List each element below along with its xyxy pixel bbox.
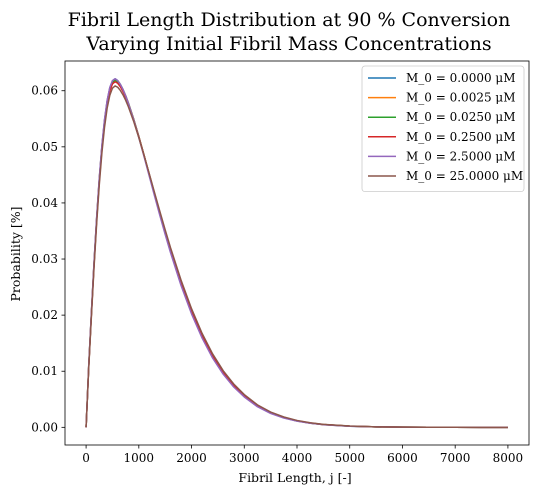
y-tick-label: 0.06	[31, 84, 58, 98]
y-tick-label: 0.00	[31, 420, 58, 434]
x-tick-label: 8000	[493, 451, 524, 465]
x-tick-label: 5000	[334, 451, 365, 465]
y-axis-label: Probability [%]	[8, 206, 23, 301]
x-axis-label: Fibril Length, j [-]	[238, 470, 351, 485]
x-tick-label: 6000	[387, 451, 418, 465]
legend-entry: M_0 = 0.0250 μM	[406, 110, 516, 124]
legend-entry: M_0 = 0.0000 μM	[406, 71, 516, 85]
chart-title-line-1: Fibril Length Distribution at 90 % Conve…	[68, 9, 511, 31]
x-tick-label: 0	[82, 451, 90, 465]
legend-entry: M_0 = 0.0025 μM	[406, 91, 516, 105]
axis-ticks: 0 1000 2000 3000 4000 5000 6000 7000 8000 0.00 0.0…	[31, 84, 523, 465]
x-tick-label: 4000	[282, 451, 313, 465]
legend-entry: M_0 = 25.0000 μM	[406, 169, 523, 183]
y-tick-label: 0.05	[31, 140, 58, 154]
series-line-5	[85, 85, 508, 429]
legend-box	[361, 65, 525, 192]
legend-entry: M_0 = 2.5000 μM	[406, 149, 516, 163]
y-tick-label: 0.04	[31, 196, 58, 210]
x-tick-label: 2000	[176, 451, 207, 465]
x-tick-label: 1000	[124, 451, 155, 465]
x-tick-label: 3000	[229, 451, 260, 465]
legend: M_0 = 0.0000 μM M_0 = 0.0025 μM M_0 = 0.02…	[361, 65, 525, 192]
y-tick-label: 0.03	[31, 252, 58, 266]
x-tick-label: 7000	[440, 451, 471, 465]
legend-entry: M_0 = 0.2500 μM	[406, 130, 516, 144]
y-tick-label: 0.02	[31, 308, 58, 322]
chart-title-line-2: Varying Initial Fibril Mass Concentratio…	[85, 33, 491, 55]
y-tick-label: 0.01	[31, 364, 58, 378]
